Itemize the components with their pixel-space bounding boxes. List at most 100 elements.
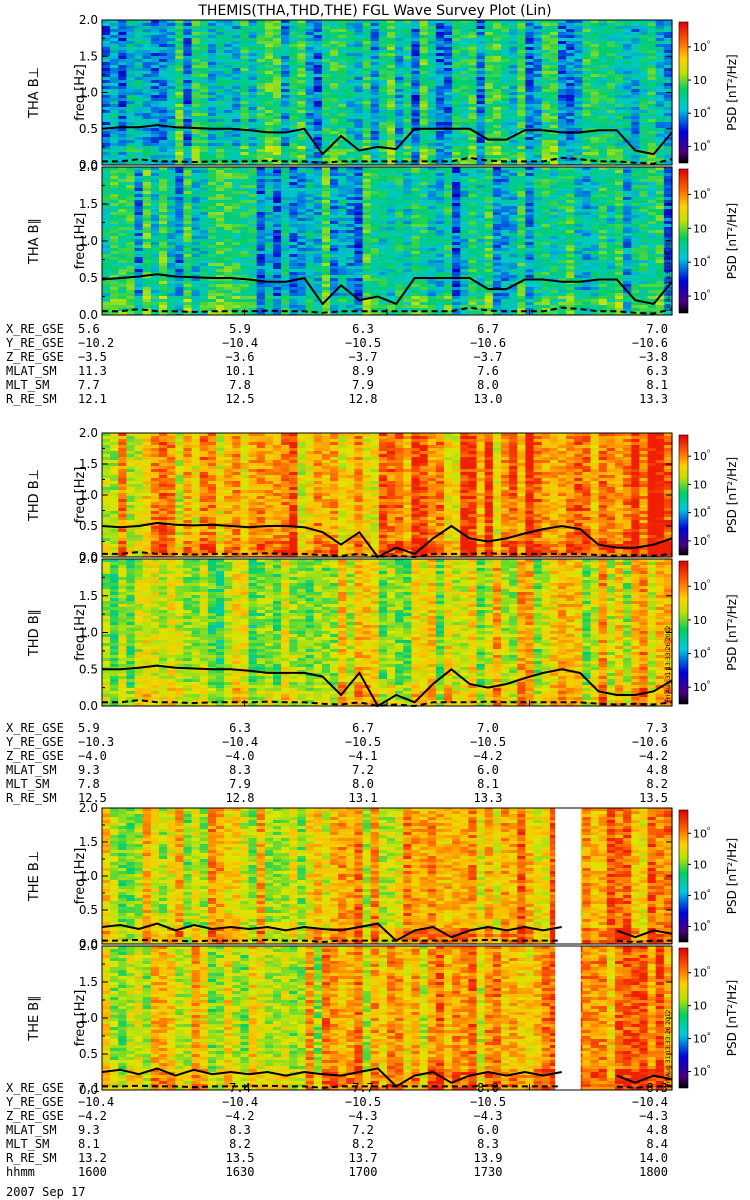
ephemeris-value: −4.2 bbox=[226, 1109, 255, 1123]
footer-date: 2007 Sep 17 bbox=[6, 1185, 85, 1199]
ephemeris-value: 13.1 bbox=[349, 791, 378, 805]
ephemeris-value: 6.0 bbox=[477, 763, 499, 777]
colorbar bbox=[679, 810, 688, 942]
ephemeris-value: 7.0 bbox=[477, 721, 499, 735]
ephemeris-value: 13.5 bbox=[226, 1151, 255, 1165]
colorbar-tick-label: 10⁰ bbox=[693, 39, 710, 54]
spectrogram-cells bbox=[102, 20, 673, 165]
print-stamp: Fri Aug 31 13:33:26 2012 bbox=[665, 1009, 672, 1086]
y-tick-label: 2.0 bbox=[79, 552, 98, 566]
spectrogram-panel: 0.00.51.01.52.0freq [Hz]THD B⊥10⁶10⁴10⁲1… bbox=[27, 426, 739, 564]
ephemeris-value: 7.4 bbox=[229, 1081, 251, 1095]
ephemeris-value: 8.0 bbox=[352, 777, 374, 791]
ephemeris-row-label: MLAT_SM bbox=[6, 1123, 57, 1137]
y-tick-label: 0.5 bbox=[79, 122, 98, 136]
ephemeris-row-label: X_RE_GSE bbox=[6, 322, 64, 336]
panel-title: THE B⊥ bbox=[27, 851, 42, 902]
ephemeris-value: −10.5 bbox=[345, 735, 381, 749]
ephemeris-value: 1800 bbox=[639, 1165, 668, 1179]
data-gap bbox=[555, 946, 581, 1090]
ephemeris-value: 14.0 bbox=[639, 1151, 668, 1165]
ephemeris-value: −10.4 bbox=[78, 1095, 114, 1109]
colorbar-tick-label: 10⁶ bbox=[693, 679, 710, 694]
colorbar-tick-label: 10⁰ bbox=[693, 186, 710, 201]
ephemeris-row-label: MLAT_SM bbox=[6, 364, 57, 378]
panel-title: THD B⊥ bbox=[27, 469, 42, 522]
y-tick-label: 0.0 bbox=[79, 699, 98, 713]
ephemeris-value: 8.3 bbox=[646, 1081, 668, 1095]
ephemeris-value: 8.4 bbox=[646, 1137, 668, 1151]
ephemeris-value: −10.6 bbox=[470, 336, 506, 350]
ephemeris-value: −4.0 bbox=[78, 749, 107, 763]
ephemeris-value: −10.5 bbox=[470, 1095, 506, 1109]
y-axis-label: freq [Hz] bbox=[73, 467, 88, 524]
spectrogram-panel: 0.0 0.5 1.0 1.5 2.0 freq [Hz] THA B∥ 10⁶ 10⁴ 10⁲ 1… bbox=[27, 160, 739, 322]
ephemeris-row-label: Y_RE_GSE bbox=[6, 336, 64, 350]
colorbar-tick-label: 10⁰ bbox=[693, 965, 710, 980]
ephemeris-value: 8.0 bbox=[477, 1081, 499, 1095]
colorbar-tick-label: 10⁲ bbox=[693, 858, 707, 871]
colorbar-tick-label: 10⁰ bbox=[693, 578, 710, 593]
spectrogram-panel: 0.00.51.01.52.0freq [Hz]THD B∥10⁶10⁴10⁲1… bbox=[27, 552, 739, 713]
ephemeris-value: −10.4 bbox=[632, 1095, 668, 1109]
ephemeris-value: 12.5 bbox=[226, 392, 255, 406]
ephemeris-value: −10.3 bbox=[78, 735, 114, 749]
colorbar bbox=[679, 435, 688, 555]
ephemeris-value: −10.5 bbox=[345, 1095, 381, 1109]
spectrogram-cells bbox=[102, 559, 673, 706]
ephemeris-value: 4.8 bbox=[646, 763, 668, 777]
ephemeris-row-label: Z_RE_GSE bbox=[6, 749, 64, 763]
ephemeris-row-label: MLAT_SM bbox=[6, 763, 57, 777]
ephemeris-row-label: Y_RE_GSE bbox=[6, 1095, 64, 1109]
colorbar-tick-label: 10⁴ bbox=[693, 646, 710, 661]
y-tick-label: 0.0 bbox=[79, 308, 98, 322]
ephemeris-value: 7.7 bbox=[78, 378, 100, 392]
ephemeris-value: −10.2 bbox=[78, 336, 114, 350]
y-tick-label: 2.0 bbox=[79, 426, 98, 440]
ephemeris-value: 12.8 bbox=[349, 392, 378, 406]
ephemeris-value: −10.5 bbox=[470, 735, 506, 749]
ephemeris-value: 6.3 bbox=[646, 364, 668, 378]
colorbar-tick-label: 10⁲ bbox=[693, 614, 707, 627]
ephemeris-value: 8.1 bbox=[78, 1137, 100, 1151]
y-axis-label: freq [Hz] bbox=[73, 604, 88, 661]
spectrogram-panel: 0.0 0.5 1.0 1.5 2.0 freq [Hz] THE B∥ 10⁶ 10⁴ 10⁲ 1… bbox=[27, 939, 739, 1097]
panel-title: THE B∥ bbox=[27, 995, 42, 1041]
ephemeris-value: 4.8 bbox=[646, 1123, 668, 1137]
spectrogram-panel: 0.00.51.01.52.0freq [Hz]THE B⊥10⁶10⁴10⁲1… bbox=[27, 801, 739, 951]
y-axis-label: freq [Hz] bbox=[73, 848, 88, 905]
panel-title: THD B∥ bbox=[27, 609, 42, 657]
y-tick-label: 0.5 bbox=[79, 662, 98, 676]
ephemeris-value: −4.2 bbox=[474, 749, 503, 763]
colorbar-tick-label: 10⁶ bbox=[693, 1064, 710, 1079]
ephemeris-value: 5.9 bbox=[229, 322, 251, 336]
ephemeris-value: 12.8 bbox=[226, 791, 255, 805]
y-axis-label: freq [Hz] bbox=[73, 64, 88, 121]
ephemeris-value: 6.7 bbox=[477, 322, 499, 336]
ephemeris-row-label: X_RE_GSE bbox=[6, 721, 64, 735]
ephemeris-value: 6.3 bbox=[229, 721, 251, 735]
ephemeris-value: 13.0 bbox=[474, 392, 503, 406]
ephemeris-row-label: R_RE_SM bbox=[6, 1151, 57, 1165]
ephemeris-row-label: MLT_SM bbox=[6, 1137, 49, 1151]
panel-title: THA B∥ bbox=[27, 218, 42, 265]
colorbar-tick-label: 10⁰ bbox=[693, 448, 710, 463]
ephemeris-value: 8.2 bbox=[229, 1137, 251, 1151]
colorbar-tick-label: 10⁴ bbox=[693, 105, 710, 120]
colorbar-label: PSD [nT²/Hz] bbox=[725, 54, 739, 130]
colorbar-label: PSD [nT²/Hz] bbox=[725, 980, 739, 1056]
colorbar-label: PSD [nT²/Hz] bbox=[725, 457, 739, 533]
ephemeris-value: 7.0 bbox=[646, 322, 668, 336]
y-tick-label: 0.5 bbox=[79, 271, 98, 285]
ephemeris-value: 7.2 bbox=[352, 763, 374, 777]
colorbar-tick-label: 10⁶ bbox=[693, 288, 710, 303]
ephemeris-value: 13.2 bbox=[78, 1151, 107, 1165]
ephemeris-row-label: Z_RE_GSE bbox=[6, 350, 64, 364]
ephemeris-value: −4.2 bbox=[78, 1109, 107, 1123]
spectrogram-cells bbox=[102, 167, 673, 315]
ephemeris-value: −10.6 bbox=[632, 336, 668, 350]
y-tick-label: 2.0 bbox=[79, 13, 98, 27]
colorbar-tick-label: 10⁴ bbox=[693, 254, 710, 269]
colorbar-tick-label: 10⁰ bbox=[693, 825, 710, 840]
spectrogram-cells bbox=[102, 433, 673, 557]
